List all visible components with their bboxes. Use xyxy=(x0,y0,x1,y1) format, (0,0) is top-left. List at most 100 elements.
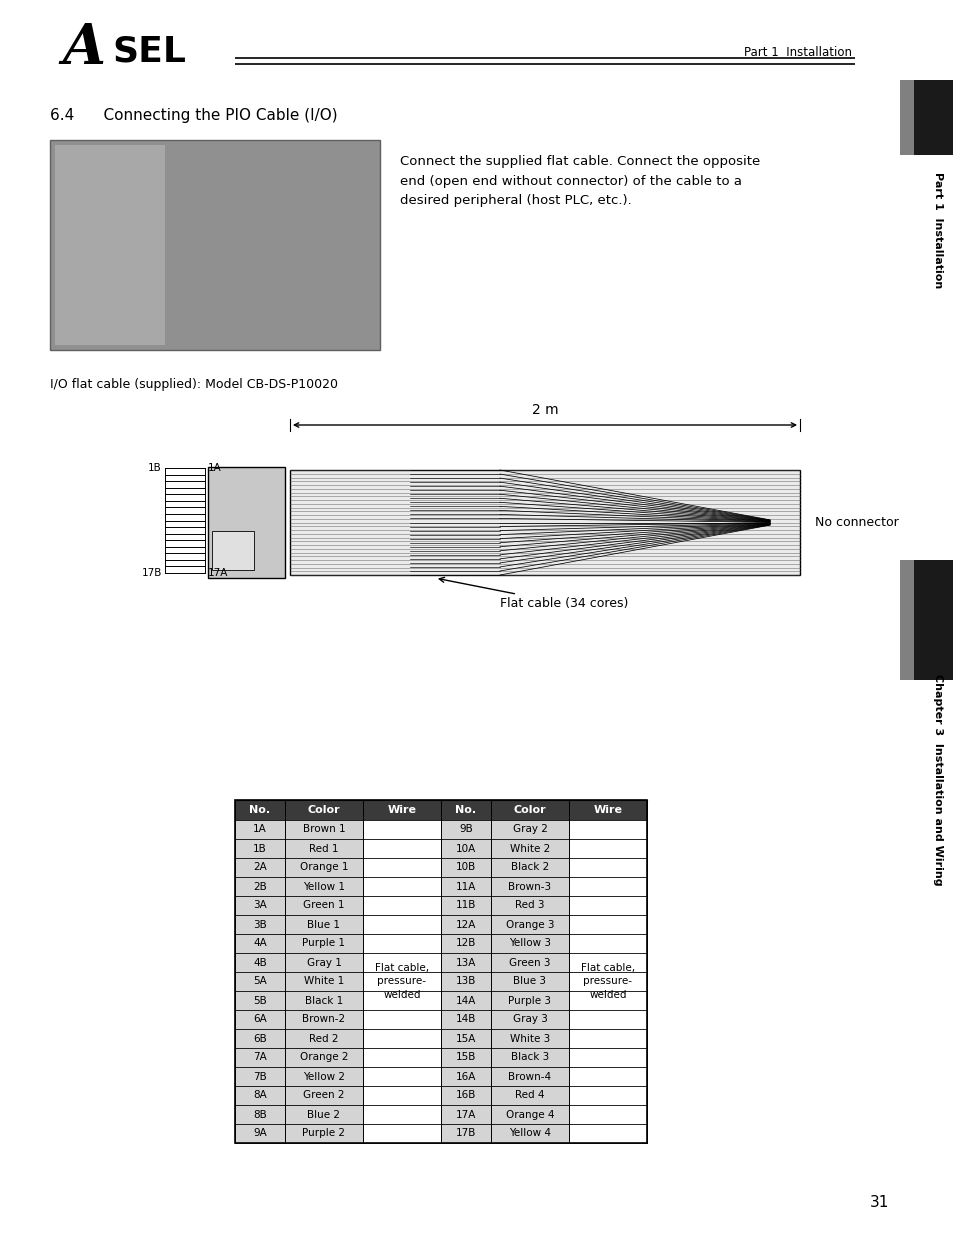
Bar xyxy=(440,972,568,990)
Text: Yellow 2: Yellow 2 xyxy=(303,1072,345,1082)
Bar xyxy=(440,915,568,934)
Bar xyxy=(234,915,363,934)
Text: Orange 4: Orange 4 xyxy=(505,1109,554,1119)
Text: 9A: 9A xyxy=(253,1129,267,1139)
Text: Gray 2: Gray 2 xyxy=(512,825,547,835)
Bar xyxy=(440,990,568,1010)
Text: 8B: 8B xyxy=(253,1109,267,1119)
Bar xyxy=(234,877,363,897)
Text: Green 1: Green 1 xyxy=(303,900,344,910)
Text: 31: 31 xyxy=(869,1195,889,1210)
Bar xyxy=(440,1105,568,1124)
Text: 9B: 9B xyxy=(458,825,473,835)
Text: SEL: SEL xyxy=(112,35,186,69)
Bar xyxy=(440,820,568,839)
Text: 4A: 4A xyxy=(253,939,267,948)
Text: Purple 2: Purple 2 xyxy=(302,1129,345,1139)
Text: 5B: 5B xyxy=(253,995,267,1005)
Text: Wire: Wire xyxy=(593,805,622,815)
Text: Flat cable,
pressure-
welded: Flat cable, pressure- welded xyxy=(580,963,635,999)
Text: A: A xyxy=(62,21,105,75)
Bar xyxy=(234,934,363,953)
Bar xyxy=(234,953,363,972)
Bar xyxy=(440,1010,568,1029)
Text: Brown-3: Brown-3 xyxy=(508,882,551,892)
Bar xyxy=(50,140,379,350)
Text: Red 3: Red 3 xyxy=(515,900,544,910)
Text: Flat cable (34 cores): Flat cable (34 cores) xyxy=(438,577,628,610)
Text: 16A: 16A xyxy=(456,1072,476,1082)
Text: 4B: 4B xyxy=(253,957,267,967)
Text: 1A: 1A xyxy=(208,463,221,473)
Bar xyxy=(234,1010,363,1029)
Text: 6.4      Connecting the PIO Cable (I/O): 6.4 Connecting the PIO Cable (I/O) xyxy=(50,107,337,124)
Bar xyxy=(234,1105,363,1124)
Bar xyxy=(234,820,363,839)
Bar xyxy=(440,1124,568,1144)
Text: 12B: 12B xyxy=(456,939,476,948)
Text: Purple 3: Purple 3 xyxy=(508,995,551,1005)
Text: Chapter 3  Installation and Wiring: Chapter 3 Installation and Wiring xyxy=(932,674,942,885)
Bar xyxy=(234,990,363,1010)
Text: Orange 3: Orange 3 xyxy=(505,920,554,930)
Text: 17B: 17B xyxy=(141,568,162,578)
Text: Black 3: Black 3 xyxy=(511,1052,549,1062)
Bar xyxy=(899,80,913,156)
Text: No.: No. xyxy=(249,805,271,815)
Text: Black 1: Black 1 xyxy=(305,995,343,1005)
Text: 6A: 6A xyxy=(253,1014,267,1025)
Bar xyxy=(913,559,953,680)
Text: 3B: 3B xyxy=(253,920,267,930)
Text: Wire: Wire xyxy=(387,805,416,815)
Text: 15A: 15A xyxy=(456,1034,476,1044)
Text: Yellow 4: Yellow 4 xyxy=(509,1129,551,1139)
Text: Blue 1: Blue 1 xyxy=(307,920,340,930)
Text: Flat cable,
pressure-
welded: Flat cable, pressure- welded xyxy=(375,963,429,999)
Text: Gray 3: Gray 3 xyxy=(512,1014,547,1025)
Text: 13A: 13A xyxy=(456,957,476,967)
Text: Red 2: Red 2 xyxy=(309,1034,338,1044)
Bar xyxy=(212,531,254,571)
Text: Color: Color xyxy=(513,805,546,815)
Text: Part 1  Installation: Part 1 Installation xyxy=(743,47,851,59)
Text: 3A: 3A xyxy=(253,900,267,910)
Bar xyxy=(234,1029,363,1049)
Bar xyxy=(440,953,568,972)
Text: 14A: 14A xyxy=(456,995,476,1005)
Bar xyxy=(208,467,285,578)
Text: Part 1  Installation: Part 1 Installation xyxy=(932,172,942,288)
Text: 7B: 7B xyxy=(253,1072,267,1082)
Text: White 3: White 3 xyxy=(509,1034,550,1044)
Text: Connect the supplied flat cable. Connect the opposite
end (open end without conn: Connect the supplied flat cable. Connect… xyxy=(399,156,760,207)
Text: Red 4: Red 4 xyxy=(515,1091,544,1100)
Text: 11B: 11B xyxy=(456,900,476,910)
Bar xyxy=(234,800,646,1144)
Text: 15B: 15B xyxy=(456,1052,476,1062)
Text: Brown 1: Brown 1 xyxy=(302,825,345,835)
Text: White 2: White 2 xyxy=(509,844,550,853)
Text: White 1: White 1 xyxy=(304,977,344,987)
Bar xyxy=(234,1049,363,1067)
Text: 1A: 1A xyxy=(253,825,267,835)
Bar xyxy=(234,858,363,877)
Text: Green 2: Green 2 xyxy=(303,1091,344,1100)
Text: Red 1: Red 1 xyxy=(309,844,338,853)
Text: 2A: 2A xyxy=(253,862,267,872)
Text: Purple 1: Purple 1 xyxy=(302,939,345,948)
Bar xyxy=(234,839,363,858)
Bar xyxy=(234,800,646,820)
Text: 2B: 2B xyxy=(253,882,267,892)
Bar xyxy=(440,1029,568,1049)
Text: 7A: 7A xyxy=(253,1052,267,1062)
Text: 8A: 8A xyxy=(253,1091,267,1100)
Bar xyxy=(234,897,363,915)
Text: 6B: 6B xyxy=(253,1034,267,1044)
Bar xyxy=(440,877,568,897)
Bar xyxy=(290,471,800,576)
Text: 13B: 13B xyxy=(456,977,476,987)
Text: Blue 2: Blue 2 xyxy=(307,1109,340,1119)
Bar xyxy=(440,934,568,953)
Text: 2 m: 2 m xyxy=(531,403,558,417)
Text: 1B: 1B xyxy=(253,844,267,853)
Text: Orange 2: Orange 2 xyxy=(299,1052,348,1062)
